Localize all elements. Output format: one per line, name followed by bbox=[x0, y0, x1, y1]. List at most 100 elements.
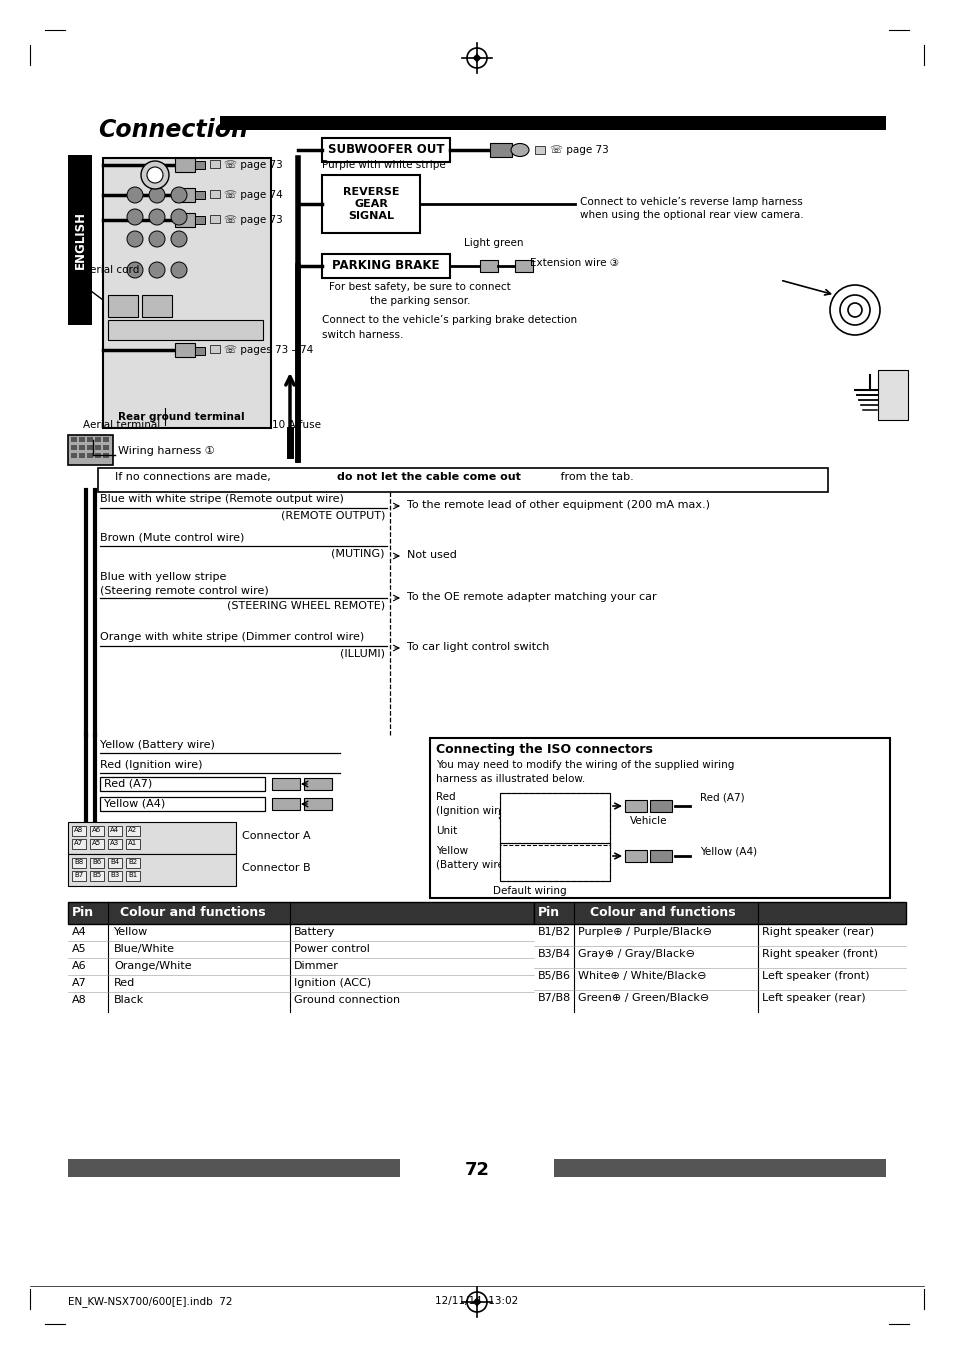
Text: Ignition (ACC): Ignition (ACC) bbox=[294, 978, 371, 988]
Text: from the tab.: from the tab. bbox=[557, 473, 633, 482]
Bar bbox=[194, 161, 205, 169]
Bar bbox=[534, 902, 905, 1011]
Text: Colour and functions: Colour and functions bbox=[589, 906, 735, 919]
Text: Unit: Unit bbox=[436, 826, 456, 835]
Text: ENGLISH: ENGLISH bbox=[73, 211, 87, 269]
Bar bbox=[272, 779, 299, 789]
Bar bbox=[68, 822, 235, 854]
Circle shape bbox=[127, 232, 143, 246]
Text: B4: B4 bbox=[110, 858, 119, 865]
Bar bbox=[210, 190, 220, 198]
Bar bbox=[71, 858, 86, 868]
Bar bbox=[126, 858, 140, 868]
Bar bbox=[108, 295, 138, 317]
Text: Red (A7): Red (A7) bbox=[700, 792, 744, 802]
Text: Right speaker (front): Right speaker (front) bbox=[761, 949, 877, 959]
Bar bbox=[272, 798, 299, 810]
Text: ☏ pages 73 – 74: ☏ pages 73 – 74 bbox=[224, 345, 313, 355]
Text: 72: 72 bbox=[464, 1160, 489, 1179]
Text: 12/11/14  13:02: 12/11/14 13:02 bbox=[435, 1296, 518, 1307]
Bar bbox=[71, 437, 77, 441]
Text: Yellow (A4): Yellow (A4) bbox=[700, 846, 757, 856]
Bar bbox=[174, 343, 194, 357]
Text: PARKING BRAKE: PARKING BRAKE bbox=[332, 259, 439, 272]
Bar bbox=[877, 370, 907, 420]
Bar bbox=[499, 844, 609, 881]
Text: Connector B: Connector B bbox=[242, 862, 311, 873]
Text: Orange/White: Orange/White bbox=[113, 961, 192, 971]
Text: Ground connection: Ground connection bbox=[294, 995, 399, 1005]
Text: Aerial cord: Aerial cord bbox=[83, 265, 139, 275]
Bar bbox=[624, 850, 646, 862]
Text: switch harness.: switch harness. bbox=[322, 330, 403, 340]
Bar bbox=[68, 902, 534, 923]
Text: Black: Black bbox=[113, 995, 144, 1005]
Text: (Ignition wire): (Ignition wire) bbox=[436, 806, 508, 816]
Circle shape bbox=[127, 187, 143, 203]
Bar bbox=[174, 213, 194, 227]
Bar bbox=[220, 116, 885, 130]
Text: (ILLUMI): (ILLUMI) bbox=[339, 649, 385, 658]
Text: Vehicle: Vehicle bbox=[629, 816, 667, 826]
Bar bbox=[210, 215, 220, 223]
Text: A5: A5 bbox=[71, 944, 87, 955]
Text: Blue/White: Blue/White bbox=[113, 944, 174, 955]
Circle shape bbox=[149, 187, 165, 203]
Text: (Steering remote control wire): (Steering remote control wire) bbox=[100, 586, 269, 596]
Bar bbox=[87, 445, 92, 450]
Text: Pin: Pin bbox=[537, 906, 559, 919]
Circle shape bbox=[171, 187, 187, 203]
Circle shape bbox=[127, 263, 143, 278]
Circle shape bbox=[141, 161, 169, 190]
Circle shape bbox=[829, 284, 879, 334]
Text: B2: B2 bbox=[128, 858, 137, 865]
Bar bbox=[68, 1159, 399, 1177]
Text: Purple with white stripe: Purple with white stripe bbox=[322, 160, 445, 171]
Text: A4: A4 bbox=[71, 927, 87, 937]
Text: A8: A8 bbox=[71, 995, 87, 1005]
Bar bbox=[71, 445, 77, 450]
Bar bbox=[100, 798, 265, 811]
Text: Connecting the ISO connectors: Connecting the ISO connectors bbox=[436, 743, 652, 756]
Bar bbox=[550, 800, 572, 812]
Text: ☏ page 73: ☏ page 73 bbox=[224, 160, 282, 171]
Text: For best safety, be sure to connect: For best safety, be sure to connect bbox=[329, 282, 511, 292]
Text: Yellow: Yellow bbox=[436, 846, 468, 856]
Circle shape bbox=[847, 303, 862, 317]
Bar bbox=[210, 345, 220, 353]
Text: Brown (Mute control wire): Brown (Mute control wire) bbox=[100, 532, 244, 542]
Text: when using the optional rear view camera.: when using the optional rear view camera… bbox=[579, 210, 802, 219]
Text: If no connections are made,: If no connections are made, bbox=[115, 473, 274, 482]
Text: EN_KW-NSX700/600[E].indb  72: EN_KW-NSX700/600[E].indb 72 bbox=[68, 1296, 233, 1307]
Text: A5: A5 bbox=[91, 839, 101, 846]
Bar bbox=[108, 858, 122, 868]
Bar bbox=[68, 854, 235, 886]
Bar bbox=[649, 850, 671, 862]
Text: White⊕ / White/Black⊖: White⊕ / White/Black⊖ bbox=[578, 971, 706, 982]
Text: Colour and functions: Colour and functions bbox=[120, 906, 265, 919]
Polygon shape bbox=[472, 54, 481, 62]
Text: (Battery wire): (Battery wire) bbox=[436, 860, 507, 871]
Bar bbox=[554, 1159, 885, 1177]
Text: (MUTING): (MUTING) bbox=[331, 548, 385, 558]
Text: Red (Ignition wire): Red (Ignition wire) bbox=[100, 760, 202, 770]
Bar bbox=[524, 821, 546, 831]
Text: Light green: Light green bbox=[463, 238, 523, 248]
Text: Aerial terminal: Aerial terminal bbox=[83, 420, 160, 431]
Circle shape bbox=[171, 209, 187, 225]
Text: SUBWOOFER OUT: SUBWOOFER OUT bbox=[328, 144, 444, 156]
Bar bbox=[479, 260, 497, 272]
Bar bbox=[142, 295, 172, 317]
Text: A3: A3 bbox=[110, 839, 119, 846]
Bar bbox=[499, 793, 609, 845]
Text: Pin: Pin bbox=[71, 906, 94, 919]
Bar bbox=[126, 839, 140, 849]
Bar bbox=[430, 738, 889, 898]
Bar bbox=[90, 871, 104, 881]
Bar bbox=[71, 839, 86, 849]
Bar bbox=[90, 839, 104, 849]
Text: B5: B5 bbox=[91, 872, 101, 877]
Bar bbox=[194, 347, 205, 355]
Text: Rear ground terminal: Rear ground terminal bbox=[118, 412, 244, 422]
Text: (STEERING WHEEL REMOTE): (STEERING WHEEL REMOTE) bbox=[227, 600, 385, 611]
